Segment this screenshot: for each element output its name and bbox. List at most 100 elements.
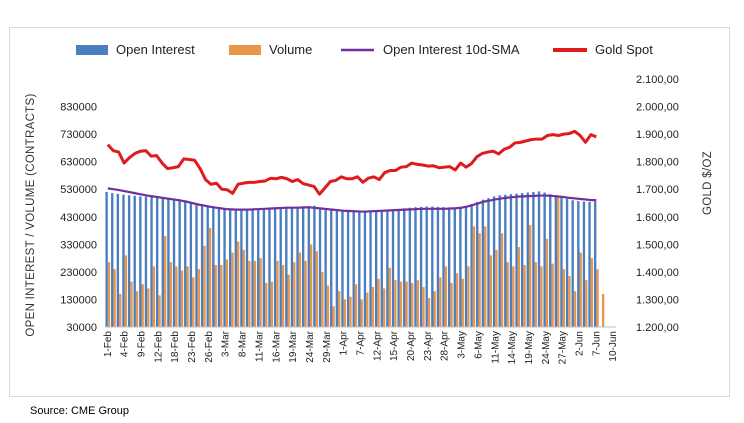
volume-bar bbox=[506, 262, 509, 327]
open-interest-bar bbox=[262, 209, 266, 327]
open-interest-bar bbox=[487, 198, 490, 327]
volume-bar bbox=[208, 227, 212, 327]
open-interest-bar bbox=[144, 196, 148, 327]
volume-bar bbox=[304, 260, 307, 327]
volume-bar bbox=[141, 284, 144, 327]
open-interest-bar bbox=[509, 194, 513, 327]
x-tick-label: 12-Apr bbox=[372, 330, 383, 361]
volume-bar bbox=[433, 291, 436, 327]
volume-bar bbox=[422, 287, 425, 327]
volume-bar bbox=[180, 270, 184, 327]
y-right-tick-label: 1.400,00 bbox=[636, 267, 679, 279]
open-interest-bar bbox=[296, 206, 299, 327]
open-interest-bar bbox=[504, 194, 507, 327]
gold-spot-series-line bbox=[106, 129, 597, 196]
volume-bar bbox=[236, 241, 240, 327]
open-interest-bar bbox=[481, 199, 485, 327]
volume-bar bbox=[192, 277, 195, 327]
x-tick-label: 9-Feb bbox=[137, 331, 148, 358]
volume-bar bbox=[411, 282, 414, 327]
open-interest-bar bbox=[414, 207, 417, 327]
volume-bar bbox=[455, 273, 459, 327]
open-interest-bar bbox=[582, 201, 586, 327]
x-tick-label: 19-Mar bbox=[288, 330, 299, 362]
open-interest-bar bbox=[459, 206, 462, 327]
x-tick-label: 19-May bbox=[524, 331, 535, 364]
volume-bar bbox=[158, 295, 161, 327]
open-interest-bar bbox=[111, 193, 114, 327]
x-tick-label: 6-May bbox=[473, 331, 484, 359]
open-interest-bar bbox=[234, 209, 237, 327]
volume-bar bbox=[197, 269, 201, 327]
volume-bar bbox=[405, 281, 408, 327]
open-interest-bar bbox=[122, 194, 125, 327]
open-interest-bar bbox=[476, 201, 479, 327]
chart-frame: 30000 130000 230000 330000 430000 530000 63000… bbox=[9, 27, 730, 417]
volume-bar bbox=[259, 258, 262, 327]
volume-bar bbox=[231, 252, 234, 327]
volume-bar bbox=[124, 255, 128, 327]
volume-bar bbox=[416, 280, 420, 327]
open-interest-bar bbox=[588, 201, 591, 327]
open-interest-bar bbox=[285, 207, 288, 327]
oi-sma-series-line bbox=[107, 187, 597, 213]
volume-bar bbox=[107, 262, 111, 327]
volume-bar bbox=[175, 266, 178, 327]
volume-bar bbox=[439, 277, 442, 327]
volume-bar bbox=[326, 285, 330, 327]
open-interest-bar bbox=[593, 201, 597, 327]
open-interest-bar bbox=[301, 206, 305, 327]
x-tick-label: 23-Feb bbox=[187, 331, 198, 363]
x-tick-label: 24-May bbox=[541, 331, 552, 364]
volume-bar bbox=[186, 266, 189, 327]
volume-bar bbox=[382, 288, 386, 327]
volume-bar bbox=[293, 262, 296, 327]
open-interest-bar bbox=[386, 210, 389, 327]
open-interest-bar bbox=[195, 203, 198, 327]
volume-bar bbox=[461, 278, 464, 327]
volume-bar bbox=[152, 266, 156, 327]
volume-bar bbox=[265, 282, 268, 327]
y-right-tick-label: 1.600,00 bbox=[636, 212, 679, 224]
open-interest-bar bbox=[268, 209, 271, 327]
open-interest-bar bbox=[212, 206, 215, 327]
legend-open-interest-label: Open Interest bbox=[116, 42, 195, 57]
volume-bar bbox=[394, 280, 397, 327]
volume-bar bbox=[427, 298, 431, 327]
volume-bar bbox=[489, 255, 493, 327]
volume-bar bbox=[298, 252, 302, 327]
y-right-tick-label: 1.900,00 bbox=[636, 129, 679, 141]
volume-bar bbox=[203, 245, 206, 327]
volume-bar bbox=[360, 299, 363, 327]
x-tick-label: 3-Mar bbox=[221, 330, 232, 357]
open-interest-bar bbox=[346, 211, 350, 327]
open-interest-bar bbox=[318, 207, 322, 327]
y-right-axis-title: GOLD $/OZ bbox=[702, 151, 714, 215]
volume-bar bbox=[287, 274, 290, 327]
x-tick-label: 29-Mar bbox=[322, 330, 333, 362]
open-interest-bar bbox=[324, 208, 327, 327]
volume-bar bbox=[332, 306, 335, 327]
volume-bar bbox=[388, 267, 391, 327]
open-interest-bar bbox=[184, 200, 187, 327]
volume-bar bbox=[512, 266, 515, 327]
volume-bar bbox=[281, 265, 285, 327]
volume-bar bbox=[517, 247, 521, 327]
volume-bar bbox=[500, 233, 504, 327]
open-interest-bar bbox=[492, 196, 496, 327]
y-left-axis-title: OPEN INTEREST / VOLUME (CONTRACTS) bbox=[25, 93, 37, 336]
source-note: Source: CME Group bbox=[30, 405, 130, 417]
legend-gold-spot-label: Gold Spot bbox=[595, 42, 653, 57]
volume-bar bbox=[321, 271, 324, 327]
volume-bar bbox=[585, 280, 588, 327]
open-interest-bar bbox=[515, 193, 518, 327]
x-tick-label: 20-Apr bbox=[406, 330, 417, 361]
y-right-tick-label: 1.700,00 bbox=[636, 184, 679, 196]
y-left-tick-label: 730000 bbox=[60, 129, 97, 141]
volume-bar bbox=[338, 291, 341, 327]
open-interest-bar bbox=[341, 210, 344, 327]
open-interest-bar bbox=[257, 209, 260, 327]
open-interest-bar bbox=[419, 206, 423, 327]
x-tick-label: 18-Feb bbox=[170, 331, 181, 363]
open-interest-bar bbox=[526, 192, 529, 327]
